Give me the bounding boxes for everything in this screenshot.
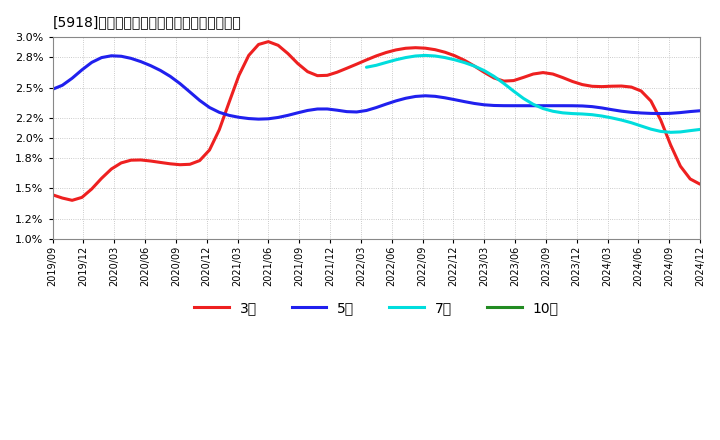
- 3年: [696, 182, 704, 187]
- Line: 3年: 3年: [53, 42, 700, 200]
- 7年: [558, 110, 567, 115]
- 5年: [97, 55, 106, 60]
- 7年: [647, 127, 655, 132]
- 7年: [666, 130, 675, 135]
- 3年: [362, 57, 371, 62]
- Line: 5年: 5年: [53, 56, 700, 119]
- 7年: [657, 129, 665, 134]
- 3年: [558, 75, 567, 80]
- 7年: [480, 68, 488, 73]
- 7年: [372, 62, 381, 68]
- 7年: [617, 117, 626, 123]
- 3年: [264, 39, 273, 44]
- Line: 7年: 7年: [366, 55, 700, 132]
- 7年: [529, 102, 538, 107]
- 5年: [137, 59, 145, 64]
- 7年: [627, 120, 636, 125]
- 7年: [431, 53, 439, 59]
- 3年: [68, 198, 76, 203]
- 7年: [490, 74, 498, 79]
- 7年: [519, 96, 528, 101]
- Legend: 3年, 5年, 7年, 10年: 3年, 5年, 7年, 10年: [188, 296, 564, 321]
- 7年: [392, 57, 400, 62]
- 7年: [362, 65, 371, 70]
- 3年: [657, 117, 665, 123]
- 3年: [137, 158, 145, 163]
- 5年: [696, 108, 704, 114]
- 7年: [509, 88, 518, 94]
- 7年: [441, 55, 449, 60]
- 7年: [460, 60, 469, 65]
- 5年: [254, 117, 263, 122]
- 7年: [636, 123, 645, 128]
- 5年: [657, 111, 665, 116]
- 7年: [568, 111, 577, 116]
- 7年: [549, 109, 557, 114]
- 3年: [333, 70, 341, 75]
- 5年: [48, 87, 57, 92]
- 3年: [48, 192, 57, 198]
- 7年: [421, 53, 430, 58]
- 5年: [558, 103, 567, 108]
- 7年: [401, 55, 410, 60]
- Text: [5918]　経常利益マージンの標準偏差の推移: [5918] 経常利益マージンの標準偏差の推移: [53, 15, 241, 29]
- 5年: [333, 107, 341, 113]
- 5年: [107, 53, 116, 59]
- 7年: [578, 111, 587, 117]
- 7年: [382, 60, 390, 65]
- 7年: [470, 63, 479, 69]
- 7年: [608, 115, 616, 121]
- 5年: [362, 108, 371, 113]
- 7年: [411, 53, 420, 59]
- 7年: [588, 112, 596, 117]
- 7年: [676, 129, 685, 135]
- 7年: [539, 106, 547, 111]
- 7年: [686, 128, 695, 133]
- 7年: [500, 81, 508, 86]
- 7年: [451, 57, 459, 62]
- 7年: [696, 127, 704, 132]
- 3年: [107, 166, 116, 172]
- 7年: [598, 114, 606, 119]
